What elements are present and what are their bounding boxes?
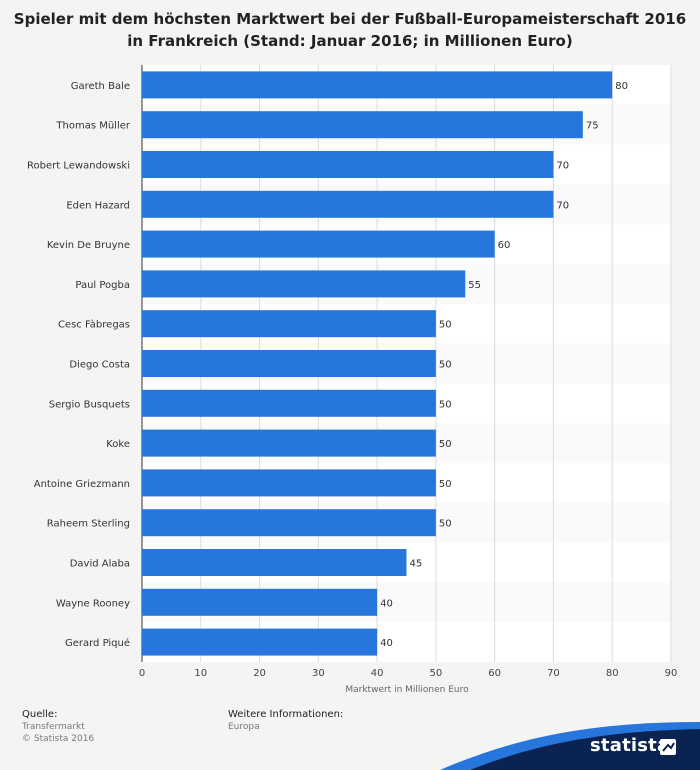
bar	[142, 270, 466, 298]
category-label: Sergio Busquets	[49, 399, 130, 410]
x-tick-label: 20	[253, 668, 266, 679]
data-label: 40	[380, 638, 393, 649]
bar	[142, 429, 436, 457]
source-line-1: Transfermarkt	[22, 722, 85, 732]
data-label: 70	[556, 161, 569, 172]
category-label: David Alaba	[70, 559, 130, 570]
bar	[142, 310, 436, 338]
category-label: Gareth Bale	[71, 81, 130, 92]
category-label: Gerard Piqué	[65, 637, 130, 649]
data-label: 60	[498, 240, 511, 251]
data-label: 50	[439, 479, 452, 490]
x-tick-label: 0	[139, 668, 145, 679]
bar	[142, 469, 436, 497]
bar	[142, 588, 378, 616]
category-label: Kevin De Bruyne	[47, 240, 130, 251]
data-label: 45	[410, 559, 423, 570]
category-label: Cesc Fàbregas	[58, 319, 130, 331]
bar	[142, 151, 554, 178]
category-label: Eden Hazard	[66, 200, 130, 211]
x-tick-label: 90	[665, 668, 678, 679]
bar-chart: Gareth Bale 80 Thomas Müller 75 Robert Lewan…	[27, 65, 678, 695]
bar	[142, 230, 495, 258]
bar	[142, 509, 436, 537]
category-label: Thomas Müller	[55, 121, 130, 132]
x-tick-label: 40	[371, 668, 384, 679]
bar	[142, 549, 407, 576]
category-label: Paul Pogba	[75, 280, 130, 291]
category-label: Antoine Griezmann	[34, 479, 130, 490]
chart-title: Spieler mit dem höchsten Marktwert bei d…	[10, 8, 690, 52]
data-label: 75	[586, 121, 599, 132]
category-label: Koke	[106, 439, 130, 450]
category-label: Raheem Sterling	[47, 519, 130, 530]
bar	[142, 190, 554, 218]
data-label: 80	[615, 81, 628, 92]
x-tick-label: 80	[606, 668, 619, 679]
bar	[142, 389, 436, 417]
data-label: 70	[556, 200, 569, 211]
info-line-1: Europa	[228, 722, 260, 732]
bar	[142, 71, 613, 99]
data-label: 50	[439, 320, 452, 331]
data-label: 50	[439, 439, 452, 450]
data-label: 50	[439, 399, 452, 410]
data-label: 50	[439, 519, 452, 530]
x-tick-label: 50	[430, 668, 443, 679]
x-tick-label: 60	[488, 668, 501, 679]
source-line-2: © Statista 2016	[22, 734, 95, 744]
data-label: 50	[439, 360, 452, 371]
x-axis-title: Marktwert in Millionen Euro	[345, 685, 469, 695]
x-tick-label: 10	[194, 668, 207, 679]
title-line-2: in Frankreich (Stand: Januar 2016; in Mi…	[127, 32, 573, 50]
bar	[142, 350, 436, 377]
statista-logo-icon	[660, 739, 676, 755]
source-label: Quelle:	[22, 709, 58, 720]
bar	[142, 111, 583, 139]
data-label: 40	[380, 598, 393, 609]
wave-dark	[470, 729, 700, 770]
statista-logo[interactable]: statista	[590, 735, 670, 756]
category-label: Robert Lewandowski	[27, 161, 130, 172]
category-label: Diego Costa	[69, 360, 130, 371]
source-block: Quelle: Transfermarkt © Statista 2016	[22, 709, 94, 745]
category-label: Wayne Rooney	[56, 598, 130, 609]
x-tick-label: 70	[547, 668, 560, 679]
bar	[142, 628, 378, 656]
title-line-1: Spieler mit dem höchsten Marktwert bei d…	[13, 10, 687, 28]
info-label: Weitere Informationen:	[228, 709, 344, 720]
info-block: Weitere Informationen: Europa	[228, 709, 343, 733]
x-tick-label: 30	[312, 668, 325, 679]
data-label: 55	[468, 280, 481, 291]
